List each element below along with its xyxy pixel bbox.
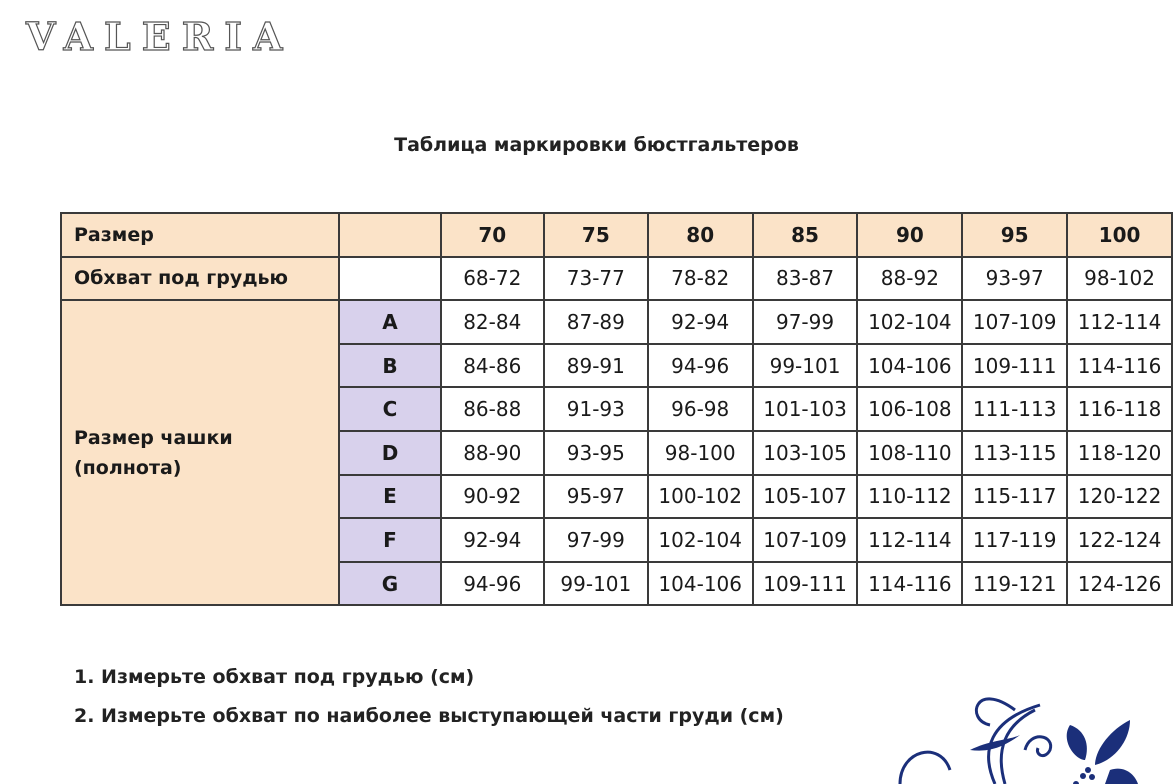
bust-cell: 96-98 [646, 386, 754, 432]
cup-row: D 88-90 93-95 98-100 103-105 108-110 113-115 11… [61, 429, 1173, 476]
bust-cell: 92-94 [439, 517, 545, 563]
bust-cell: 108-110 [856, 429, 964, 476]
bust-cell: 95-97 [542, 473, 649, 520]
bust-cell: 97-99 [542, 517, 649, 563]
table-header-row: Размер 70 75 80 85 90 95 100 [59, 212, 1173, 258]
underbust-cell: 93-97 [961, 255, 1069, 302]
cup-row: Размер чашки (полнота) A 82-84 87-89 92-94 97… [59, 299, 1173, 607]
size-header-cell: 70 [439, 212, 545, 258]
bust-cell: 97-99 [751, 299, 859, 345]
size-label: Размер [59, 212, 341, 258]
cup-row: B 84-86 89-91 94-96 99-101 104-106 109-111 114-… [61, 342, 1173, 389]
cup-letter: E [338, 473, 442, 520]
bust-cell: 87-89 [542, 299, 649, 345]
brand-logo: VALERIA [25, 13, 294, 59]
bust-cell: 104-106 [646, 560, 754, 607]
size-header-cell: 85 [751, 212, 859, 258]
underbust-cell: 98-102 [1066, 255, 1173, 302]
bust-cell: 104-106 [856, 342, 964, 389]
bust-cell: 92-94 [646, 299, 754, 345]
underbust-label: Обхват под грудью [59, 255, 341, 302]
bust-cell: 100-102 [646, 473, 754, 520]
bust-cell: 114-116 [856, 560, 964, 607]
size-header-cell: 90 [856, 212, 964, 258]
bust-cell: 106-108 [856, 386, 964, 432]
cup-size-label: Размер чашки (полнота) [59, 299, 341, 607]
bust-cell: 109-111 [961, 342, 1069, 389]
bust-cell: 90-92 [439, 473, 545, 520]
size-table: Размер 70 75 80 85 90 95 100 Обхват под грудью 68… [59, 212, 1173, 607]
size-header-cell: 80 [646, 212, 754, 258]
cup-row: G 94-96 99-101 104-106 109-111 114-116 119-121… [61, 560, 1173, 607]
bust-cell: 117-119 [961, 517, 1069, 563]
bust-cell: 116-118 [1066, 386, 1173, 432]
bust-cell: 112-114 [856, 517, 964, 563]
cup-letter: C [338, 386, 442, 432]
bust-cell: 82-84 [439, 299, 545, 345]
empty-cell [338, 212, 442, 258]
bust-cell: 105-107 [751, 473, 859, 520]
bust-cell: 101-103 [751, 386, 859, 432]
bust-cell: 94-96 [439, 560, 545, 607]
bust-cell: 94-96 [646, 342, 754, 389]
size-header-cell: 75 [542, 212, 649, 258]
bust-cell: 84-86 [439, 342, 545, 389]
underbust-cell: 68-72 [439, 255, 545, 302]
bust-cell: 103-105 [751, 429, 859, 476]
bust-cell: 91-93 [542, 386, 649, 432]
bust-cell: 110-112 [856, 473, 964, 520]
underbust-cell: 88-92 [856, 255, 964, 302]
underbust-cell: 78-82 [646, 255, 754, 302]
bust-cell: 120-122 [1066, 473, 1173, 520]
underbust-cell: 83-87 [751, 255, 859, 302]
bust-cell: 98-100 [646, 429, 754, 476]
bust-cell: 107-109 [961, 299, 1069, 345]
bust-cell: 99-101 [751, 342, 859, 389]
cup-row: F 92-94 97-99 102-104 107-109 112-114 117-119 1… [61, 517, 1173, 563]
bust-cell: 109-111 [751, 560, 859, 607]
bust-cell: 99-101 [542, 560, 649, 607]
bust-cell: 89-91 [542, 342, 649, 389]
bust-cell: 102-104 [856, 299, 964, 345]
cup-letter: G [338, 560, 442, 607]
bust-cell: 111-113 [961, 386, 1069, 432]
bust-cell: 114-116 [1066, 342, 1173, 389]
bust-cell: 115-117 [961, 473, 1069, 520]
instructions: 1. Измерьте обхват под грудью (см) 2. Из… [74, 666, 784, 744]
bust-cell: 107-109 [751, 517, 859, 563]
underbust-row: Обхват под грудью 68-72 73-77 78-82 83-87 88-… [59, 255, 1173, 302]
cup-letter: B [338, 342, 442, 389]
empty-cell [338, 255, 442, 302]
bust-cell: 119-121 [961, 560, 1069, 607]
size-header-cell: 95 [961, 212, 1069, 258]
bust-cell: 93-95 [542, 429, 649, 476]
bust-cell: 118-120 [1066, 429, 1173, 476]
underbust-cell: 73-77 [542, 255, 649, 302]
cup-row: C 86-88 91-93 96-98 101-103 106-108 111-113 116… [61, 386, 1173, 432]
cup-letter: F [338, 517, 442, 563]
bust-cell: 88-90 [439, 429, 545, 476]
page-title: Таблица маркировки бюстгальтеров [394, 134, 799, 156]
bust-cell: 102-104 [646, 517, 754, 563]
instruction-1: 1. Измерьте обхват под грудью (см) [74, 666, 475, 688]
bust-cell: 124-126 [1066, 560, 1173, 607]
cup-row: E 90-92 95-97 100-102 105-107 110-112 115-117 1… [61, 473, 1173, 520]
cup-letter: A [338, 299, 442, 345]
size-header-cell: 100 [1066, 212, 1173, 258]
bust-cell: 112-114 [1066, 299, 1173, 345]
instruction-2: 2. Измерьте обхват по наиболее выступающ… [74, 705, 784, 727]
bust-cell: 113-115 [961, 429, 1069, 476]
cup-letter: D [338, 429, 442, 476]
bust-cell: 86-88 [439, 386, 545, 432]
bust-cell: 122-124 [1066, 517, 1173, 563]
floral-ornament-icon [898, 697, 1138, 784]
